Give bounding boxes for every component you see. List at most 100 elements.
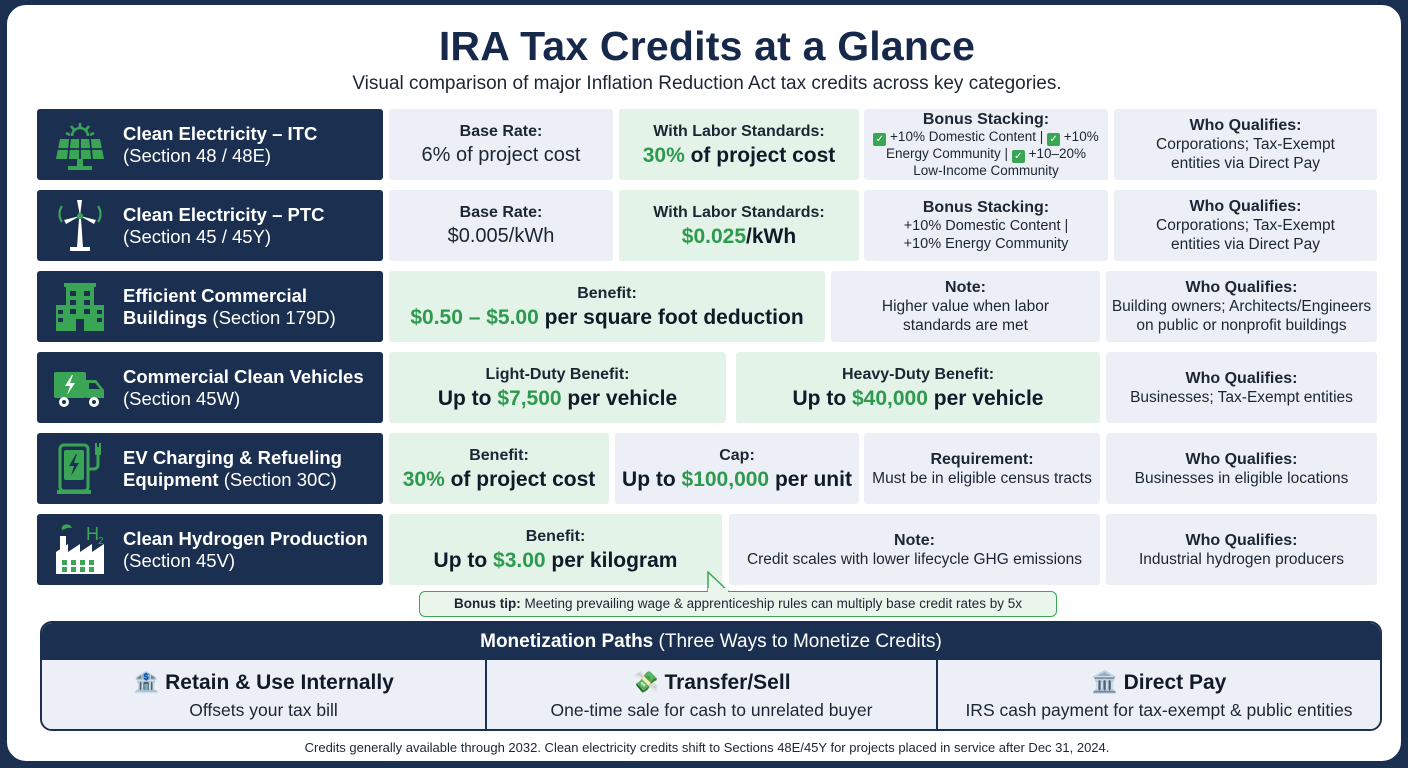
base-rate-value: $0.005/kWh — [447, 225, 555, 247]
bonus-stacking-label: Bonus Stacking: — [922, 111, 1050, 128]
labor-standards-value: of project cost — [684, 143, 836, 167]
credit-row-ptc: Clean Electricity – PTC (Section 45 / 45… — [37, 190, 1377, 261]
wind-turbine-icon — [51, 197, 109, 255]
cap-highlight: $100,000 — [681, 467, 770, 491]
path-description: IRS cash payment for tax-exempt & public… — [965, 700, 1353, 720]
who-qualifies-text: entities via Direct Pay — [1170, 236, 1321, 253]
requirement-text: Must be in eligible census tracts — [872, 469, 1092, 487]
benefit-value: per square foot deduction — [538, 305, 804, 329]
benefit-prefix: Up to — [433, 548, 494, 572]
credit-row-45w: Commercial Clean Vehicles (Section 45W) … — [37, 352, 1377, 423]
who-qualifies-text: Businesses; Tax-Exempt entities — [1130, 388, 1353, 406]
category-section: (Section 45 / 45Y) — [123, 225, 272, 247]
path-direct-pay: 🏛️ Direct Pay IRS cash payment for tax-e… — [938, 660, 1380, 729]
heavy-duty-value: per vehicle — [927, 386, 1044, 410]
svg-text:2: 2 — [98, 536, 104, 547]
bonus-tip-label: Bonus tip: — [453, 596, 521, 611]
infographic-frame: IRA Tax Credits at a Glance Visual compa… — [4, 2, 1404, 764]
note-label: Note: — [894, 531, 935, 549]
who-qualifies-text: Industrial hydrogen producers — [1138, 550, 1345, 568]
who-qualifies-cell: Who Qualifies: Businesses in eligible lo… — [1106, 433, 1377, 504]
light-duty-highlight: $7,500 — [497, 386, 562, 410]
path-title: Retain & Use Internally — [165, 671, 394, 694]
category-cell: Clean Electricity – ITC (Section 48 / 48… — [37, 109, 383, 180]
credit-row-179d: Efficient Commercial Buildings (Section … — [37, 271, 1377, 342]
bonus-line: Energy Community | — [885, 146, 1009, 161]
base-rate-value: 6% of project cost — [421, 144, 581, 166]
path-retain: 🏦 Retain & Use Internally Offsets your t… — [42, 660, 485, 729]
who-qualifies-cell: Who Qualifies: Industrial hydrogen produ… — [1106, 514, 1377, 585]
benefit-label: Benefit: — [577, 284, 637, 302]
benefit-highlight: $0.50 – $5.00 — [410, 305, 539, 329]
hydrogen-factory-icon: H 2 — [51, 521, 109, 579]
benefit-highlight: $3.00 — [493, 548, 546, 572]
path-transfer: 💸 Transfer/Sell One-time sale for cash t… — [487, 660, 936, 729]
light-duty-prefix: Up to — [437, 386, 498, 410]
tip-pointer-mask — [708, 588, 728, 594]
note-text: Credit scales with lower lifecycle GHG e… — [746, 550, 1083, 568]
path-description: One-time sale for cash to unrelated buye… — [550, 700, 873, 720]
category-cell: Clean Electricity – PTC (Section 45 / 45… — [37, 190, 383, 261]
benefit-cell: Benefit: Up to $3.00 per kilogram — [389, 514, 722, 585]
category-section: (Section 30C) — [223, 468, 337, 490]
bonus-stacking-label: Bonus Stacking: — [922, 199, 1050, 216]
category-section: (Section 45V) — [123, 549, 236, 571]
who-qualifies-text: on public or nonprofit buildings — [1136, 317, 1347, 334]
category-name: Equipment — [123, 468, 219, 490]
solar-panel-icon — [51, 116, 109, 174]
bank-icon: 🏦 — [133, 671, 160, 694]
who-qualifies-cell: Who Qualifies: Building owners; Architec… — [1106, 271, 1377, 342]
monetization-subtitle: (Three Ways to Monetize Credits) — [653, 631, 942, 652]
who-qualifies-text: Businesses in eligible locations — [1134, 469, 1349, 487]
who-qualifies-text: entities via Direct Pay — [1170, 155, 1321, 172]
benefit-label: Benefit: — [469, 446, 529, 464]
category-name: Efficient Commercial — [123, 284, 308, 306]
category-section: (Section 48 / 48E) — [123, 144, 272, 166]
page-subtitle: Visual comparison of major Inflation Red… — [352, 73, 1062, 94]
monetization-title: Monetization Paths — [480, 631, 654, 652]
benefit-label: Benefit: — [525, 527, 586, 545]
note-cell: Note: Higher value when labor standards … — [831, 271, 1100, 342]
heavy-duty-prefix: Up to — [792, 386, 852, 410]
bonus-line: +10% Domestic Content | — [890, 129, 1044, 144]
monetization-header: Monetization Paths (Three Ways to Moneti… — [42, 623, 1380, 660]
light-duty-label: Light-Duty Benefit: — [485, 365, 630, 383]
base-rate-cell: Base Rate: $0.005/kWh — [389, 190, 613, 261]
requirement-cell: Requirement: Must be in eligible census … — [864, 433, 1100, 504]
path-title: Transfer/Sell — [664, 671, 791, 694]
category-name: Clean Hydrogen Production — [123, 527, 368, 549]
heavy-duty-cell: Heavy-Duty Benefit: Up to $40,000 per ve… — [736, 352, 1100, 423]
note-cell: Note: Credit scales with lower lifecycle… — [729, 514, 1100, 585]
labor-standards-value: /kWh — [746, 224, 797, 248]
benefit-highlight: 30% — [402, 467, 445, 491]
path-divider — [485, 660, 487, 729]
category-name: Commercial Clean Vehicles — [123, 365, 364, 387]
category-name: Buildings — [123, 306, 208, 328]
bonus-line: +10% Energy Community — [903, 236, 1069, 252]
svg-text:H: H — [86, 524, 99, 544]
benefit-value: of project cost — [444, 467, 596, 491]
who-qualifies-label: Who Qualifies: — [1185, 450, 1298, 468]
who-qualifies-text: Building owners; Architects/Engineers — [1111, 298, 1372, 315]
check-icon: ✓ — [1011, 150, 1025, 163]
cap-value: per unit — [769, 467, 852, 491]
check-icon: ✓ — [873, 133, 887, 146]
who-qualifies-text: Corporations; Tax-Exempt — [1156, 136, 1335, 153]
note-label: Note: — [945, 279, 986, 296]
category-section: (Section 45W) — [123, 387, 241, 409]
bonus-line: +10–20% — [1028, 146, 1086, 161]
footnote: Credits generally available through 2032… — [304, 740, 1110, 755]
labor-standards-cell: With Labor Standards: $0.025/kWh — [619, 190, 859, 261]
bonus-stacking-cell: Bonus Stacking: ✓ +10% Domestic Content … — [864, 109, 1108, 180]
bonus-line: +10% — [1063, 129, 1099, 144]
heavy-duty-highlight: $40,000 — [852, 386, 928, 410]
bonus-tip: Bonus tip: Meeting prevailing wage & app… — [419, 591, 1057, 617]
note-text: standards are met — [903, 317, 1028, 334]
category-section: (Section 179D) — [212, 306, 336, 328]
who-qualifies-label: Who Qualifies: — [1189, 198, 1302, 215]
who-qualifies-label: Who Qualifies: — [1185, 531, 1298, 549]
bonus-line: +10% Domestic Content | — [903, 218, 1069, 234]
category-cell: H 2 Clean Hydrogen Production (Section 4… — [37, 514, 383, 585]
who-qualifies-cell: Who Qualifies: Corporations; Tax-Exempt … — [1114, 109, 1377, 180]
path-divider — [936, 660, 938, 729]
